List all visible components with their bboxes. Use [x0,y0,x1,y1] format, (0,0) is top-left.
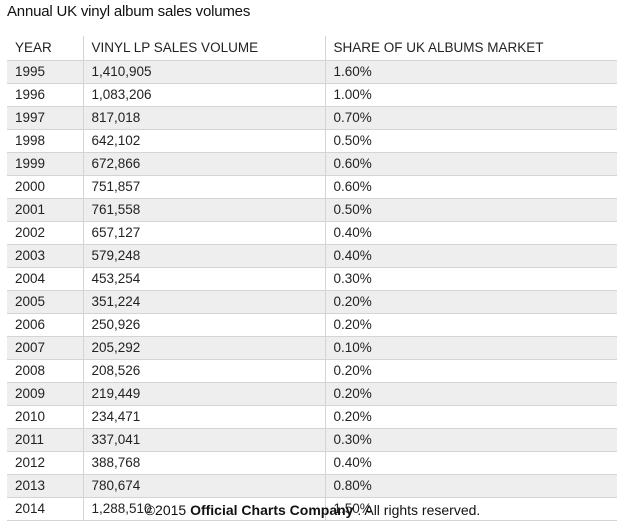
cell-market-share: 0.40% [325,451,617,475]
cell-year: 1997 [7,106,84,130]
cell-sales-volume: 761,558 [83,198,326,222]
brand-name: Official Charts Company [190,502,354,518]
cell-market-share: 0.30% [325,428,617,452]
table-row: 2000 751,857 0.60% [7,175,617,199]
cell-market-share: 0.60% [325,152,617,176]
cell-year: 1998 [7,129,84,153]
header-row: YEAR VINYL LP SALES VOLUME SHARE OF UK A… [7,36,617,61]
cell-year: 2008 [7,359,84,383]
cell-year: 2009 [7,382,84,406]
cell-market-share: 0.40% [325,221,617,245]
cell-sales-volume: 780,674 [83,474,326,498]
copyright-suffix: . All rights reserved. [353,502,481,518]
table-row: 2003 579,248 0.40% [7,244,617,268]
table-row: 1998 642,102 0.50% [7,129,617,153]
table-row: 2005 351,224 0.20% [7,290,617,314]
cell-sales-volume: 642,102 [83,129,326,153]
table-row: 2009 219,449 0.20% [7,382,617,406]
sales-table: YEAR VINYL LP SALES VOLUME SHARE OF UK A… [7,36,617,521]
cell-sales-volume: 453,254 [83,267,326,291]
table-row: 2010 234,471 0.20% [7,405,617,429]
cell-year: 2011 [7,428,84,452]
cell-sales-volume: 657,127 [83,221,326,245]
table-title: Annual UK vinyl album sales volumes [7,3,251,20]
cell-year: 1995 [7,60,84,84]
cell-year: 2007 [7,336,84,360]
cell-market-share: 0.50% [325,129,617,153]
table-row: 2001 761,558 0.50% [7,198,617,222]
cell-sales-volume: 1,083,206 [83,83,326,107]
table-row: 1996 1,083,206 1.00% [7,83,617,107]
cell-year: 2014 [7,497,84,521]
table-row: 2012 388,768 0.40% [7,451,617,475]
cell-market-share: 1.60% [325,60,617,84]
cell-year: 2003 [7,244,84,268]
cell-year: 2010 [7,405,84,429]
table-row: 1995 1,410,905 1.60% [7,60,617,84]
cell-sales-volume: 219,449 [83,382,326,406]
cell-sales-volume: 672,866 [83,152,326,176]
cell-market-share: 0.60% [325,175,617,199]
table-row: 2002 657,127 0.40% [7,221,617,245]
cell-sales-volume: 1,288,510 [83,497,326,521]
table-row: 2008 208,526 0.20% [7,359,617,383]
cell-year: 1996 [7,83,84,107]
cell-year: 2005 [7,290,84,314]
table-row: 2014 1,288,510 1.50% [7,497,617,521]
cell-market-share: 0.20% [325,405,617,429]
table-header: YEAR VINYL LP SALES VOLUME SHARE OF UK A… [7,36,617,61]
copyright-prefix: ©2015 [144,502,191,518]
cell-market-share: 0.20% [325,359,617,383]
cell-sales-volume: 234,471 [83,405,326,429]
cell-market-share: 0.10% [325,336,617,360]
cell-market-share: 0.50% [325,198,617,222]
header-market-share: SHARE OF UK ALBUMS MARKET [325,36,617,61]
cell-market-share: 1.00% [325,83,617,107]
cell-sales-volume: 250,926 [83,313,326,337]
cell-market-share: 0.30% [325,267,617,291]
copyright-footer: ©2015 Official Charts Company . All righ… [0,502,625,518]
table-row: 2007 205,292 0.10% [7,336,617,360]
cell-year: 2002 [7,221,84,245]
cell-sales-volume: 1,410,905 [83,60,326,84]
cell-market-share: 0.70% [325,106,617,130]
cell-market-share: 0.20% [325,290,617,314]
cell-sales-volume: 751,857 [83,175,326,199]
cell-sales-volume: 351,224 [83,290,326,314]
cell-sales-volume: 208,526 [83,359,326,383]
sales-table-container: YEAR VINYL LP SALES VOLUME SHARE OF UK A… [7,36,617,521]
cell-year: 2013 [7,474,84,498]
cell-market-share: 0.80% [325,474,617,498]
cell-year: 2000 [7,175,84,199]
table-row: 2006 250,926 0.20% [7,313,617,337]
table-row: 1997 817,018 0.70% [7,106,617,130]
cell-sales-volume: 205,292 [83,336,326,360]
header-sales-volume: VINYL LP SALES VOLUME [83,36,326,61]
cell-sales-volume: 388,768 [83,451,326,475]
cell-year: 2001 [7,198,84,222]
table-row: 2013 780,674 0.80% [7,474,617,498]
cell-year: 2004 [7,267,84,291]
cell-sales-volume: 817,018 [83,106,326,130]
cell-sales-volume: 579,248 [83,244,326,268]
cell-market-share: 0.20% [325,382,617,406]
cell-sales-volume: 337,041 [83,428,326,452]
cell-year: 2006 [7,313,84,337]
table-body: 1995 1,410,905 1.60% 1996 1,083,206 1.00% 1997… [7,60,617,521]
table-row: 2004 453,254 0.30% [7,267,617,291]
table-row: 1999 672,866 0.60% [7,152,617,176]
cell-market-share: 0.40% [325,244,617,268]
header-year: YEAR [7,36,84,61]
cell-market-share: 0.20% [325,313,617,337]
cell-year: 1999 [7,152,84,176]
cell-market-share: 1.50% [325,497,617,521]
table-row: 2011 337,041 0.30% [7,428,617,452]
cell-year: 2012 [7,451,84,475]
